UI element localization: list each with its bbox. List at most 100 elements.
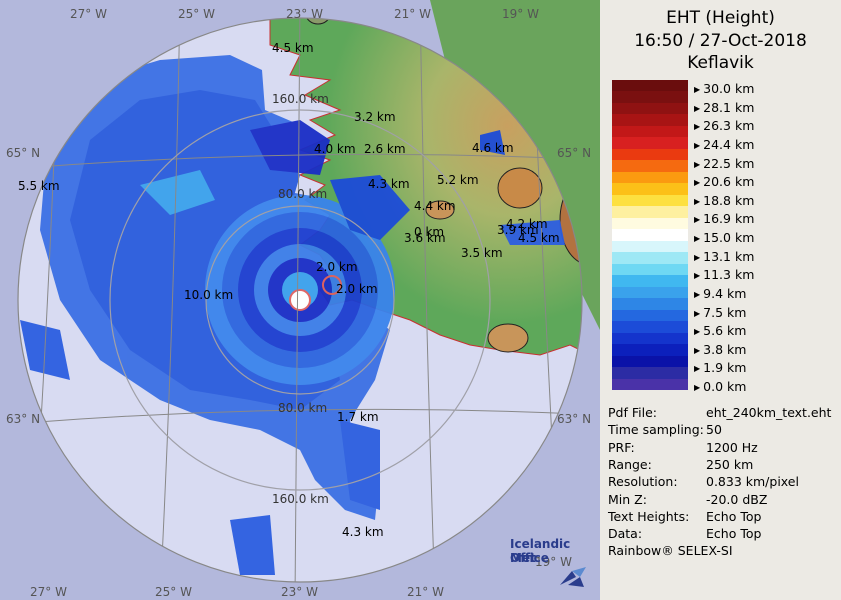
height-label: 10.0 km — [184, 288, 233, 302]
color-scale-label: ▶ 0.0 km — [694, 379, 747, 394]
range-ring-label: 160.0 km — [272, 492, 329, 506]
color-scale-label: ▶ 28.1 km — [694, 99, 755, 115]
lon-label-bottom: 19° W — [535, 555, 572, 569]
lon-label-bottom: 27° W — [30, 585, 67, 599]
metadata-value: 50 — [706, 422, 722, 438]
color-scale-label: ▶ 15.0 km — [694, 230, 755, 245]
logo-snowflake-icon — [560, 567, 586, 587]
color-scale-label: ▶ 22.5 km — [694, 155, 755, 171]
height-label: 3.5 km — [461, 246, 503, 260]
height-label: 4.4 km — [414, 199, 456, 213]
color-scale-swatch — [612, 80, 688, 92]
color-scale-bar — [612, 80, 688, 391]
color-scale-label: ▶ 13.1 km — [694, 248, 755, 264]
tick-arrow-icon: ▶ — [694, 252, 701, 262]
color-scale-swatch — [612, 102, 688, 115]
color-scale-label: ▶ 9.4 km — [694, 285, 747, 301]
lon-label-top: 23° W — [286, 7, 323, 21]
radar-echo-field — [20, 55, 565, 575]
color-scale-label: ▶ 3.8 km — [694, 341, 747, 357]
color-scale-swatch — [612, 114, 688, 127]
color-scale-swatch — [612, 309, 688, 322]
color-scale-label: ▶ 24.4 km — [694, 136, 755, 152]
color-scale-label: ▶ 16.9 km — [694, 211, 755, 227]
lat-label: 63° N — [557, 412, 591, 426]
lon-label-bottom: 21° W — [407, 585, 444, 599]
color-scale-swatch — [612, 321, 688, 334]
metadata-value: Echo Top — [706, 508, 762, 524]
height-label: 2.0 km — [336, 282, 378, 296]
metadata-key: Range: — [608, 456, 652, 472]
color-scale-swatch — [612, 355, 688, 368]
height-label: 4.5 km — [272, 41, 314, 55]
metadata-value: -20.0 dBZ — [706, 491, 768, 507]
tick-arrow-icon: ▶ — [694, 140, 701, 150]
tick-arrow-icon: ▶ — [694, 178, 701, 188]
product-title: EHT (Height) — [666, 8, 775, 28]
lon-label-top: 25° W — [178, 7, 215, 21]
color-scale-swatch — [612, 263, 688, 276]
color-scale-swatch — [612, 91, 688, 104]
range-ring-label: 160.0 km — [272, 92, 329, 106]
info-panel: EHT (Height) 16:50 / 27-Oct-2018 Keflavi… — [600, 0, 841, 600]
metadata-key: Data: — [608, 526, 643, 542]
metadata-value: eht_240km_text.eht — [706, 405, 832, 420]
color-scale-swatch — [612, 160, 688, 173]
tick-arrow-icon: ▶ — [694, 85, 701, 94]
color-scale-label: ▶ 20.6 km — [694, 174, 755, 190]
glacier-eyjafjallajokull — [487, 323, 529, 353]
lat-label: 63° N — [6, 412, 40, 426]
height-label: 3.9 km — [497, 223, 539, 237]
height-label: 4.0 km — [314, 142, 356, 156]
tick-arrow-icon: ▶ — [694, 234, 701, 243]
height-label: 3.2 km — [354, 110, 396, 124]
tick-arrow-icon: ▶ — [694, 103, 701, 113]
lon-label-bottom: 25° W — [155, 585, 192, 599]
color-scale-swatch — [612, 286, 688, 299]
lat-label: 65° N — [557, 146, 591, 160]
metadata-value: 250 km — [706, 456, 754, 472]
color-scale-swatch — [612, 378, 688, 391]
tick-arrow-icon: ▶ — [694, 159, 701, 169]
glacier-small — [425, 200, 455, 220]
tick-arrow-icon: ▶ — [694, 196, 701, 206]
color-scale-swatch — [612, 217, 688, 230]
tick-arrow-icon: ▶ — [694, 122, 701, 132]
tick-arrow-icon: ▶ — [694, 308, 701, 318]
tick-arrow-icon: ▶ — [694, 327, 701, 337]
color-scale-swatch — [612, 252, 688, 265]
radar-map[interactable]: 27° W 25° W 23° W 21° W 19° W 27° W 25° … — [0, 0, 600, 600]
height-label: 4.6 km — [472, 141, 514, 155]
height-label: 2.6 km — [364, 142, 406, 156]
color-scale-label: ▶ 5.6 km — [694, 323, 747, 339]
color-scale-label: ▶ 1.9 km — [694, 360, 747, 376]
color-scale-label: ▶ 26.3 km — [694, 118, 755, 134]
height-label: 4.3 km — [368, 177, 410, 191]
logo-text-line2: Office — [510, 551, 549, 565]
color-scale-swatch — [612, 148, 688, 161]
max-range-ring — [17, 17, 583, 583]
color-scale-label: ▶ 18.8 km — [694, 192, 755, 208]
tick-arrow-icon: ▶ — [694, 289, 701, 299]
product-datetime: 16:50 / 27-Oct-2018 — [634, 31, 807, 51]
lon-label-top: 19° W — [502, 7, 539, 21]
height-label: 0 km — [414, 225, 444, 239]
tick-arrow-icon: ▶ — [694, 345, 701, 355]
metadata-value: Echo Top — [706, 526, 762, 542]
color-scale-swatch — [612, 171, 688, 184]
color-scale-swatch — [612, 240, 688, 253]
height-label: 4.2 km — [506, 217, 548, 231]
height-label: 3.6 km — [404, 231, 446, 245]
tick-arrow-icon: ▶ — [694, 271, 701, 281]
color-scale-swatch — [612, 332, 688, 345]
color-scale-swatch — [612, 367, 688, 379]
logo-text-line1: Icelandic Met — [510, 537, 571, 565]
color-scale-swatch — [612, 275, 688, 288]
height-label: 5.2 km — [437, 173, 479, 187]
color-scale-swatch — [612, 206, 688, 219]
lat-label: 65° N — [6, 146, 40, 160]
color-scale-label: ▶ 7.5 km — [694, 304, 747, 320]
radar-site: Keflavik — [687, 53, 754, 73]
range-rings — [109, 109, 491, 491]
height-label: 2.0 km — [316, 260, 358, 274]
